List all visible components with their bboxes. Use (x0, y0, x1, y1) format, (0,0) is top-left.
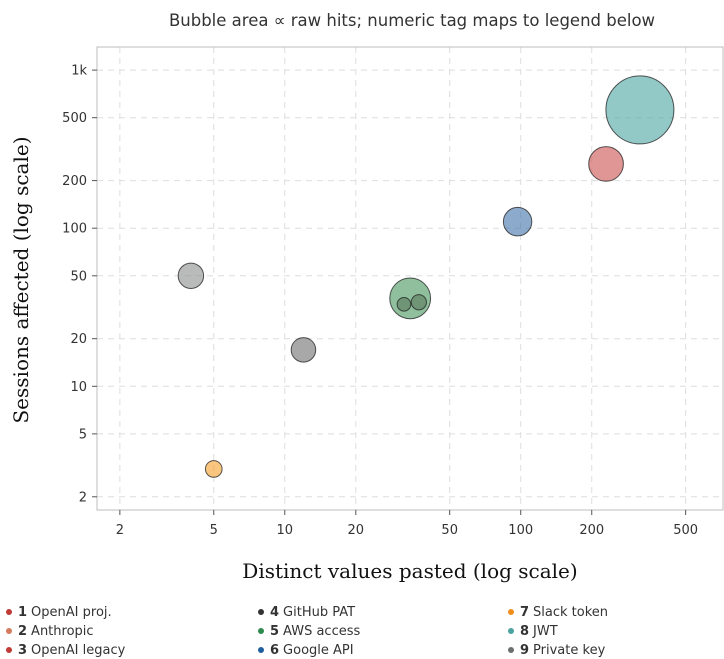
y-tick-label: 10 (70, 380, 87, 395)
x-tick-label: 50 (441, 523, 458, 538)
plot-frame (96, 46, 724, 511)
legend-item: 5 AWS access (258, 624, 360, 640)
x-tick-label: 2 (116, 523, 124, 538)
legend-tag: 1 (18, 605, 28, 620)
legend-item: 2 Anthropic (6, 624, 94, 640)
bubble (290, 337, 317, 363)
y-axis: 2 5 10 20 50 100 200 500 1k (62, 64, 97, 505)
legend-item: 4 GitHub PAT (258, 605, 355, 621)
bubble (204, 460, 223, 478)
y-tick-label: 500 (62, 111, 87, 126)
y-axis-label: Sessions affected (log scale) (9, 136, 33, 423)
legend-tag: 3 (18, 643, 28, 658)
legend-dot (508, 628, 514, 634)
legend-item: 1 OpenAI proj. (6, 605, 112, 621)
legend-label: Private key (533, 643, 606, 658)
legend-tag: 9 (520, 643, 530, 658)
legend-label: Google API (283, 643, 354, 658)
x-tick-label: 10 (277, 523, 294, 538)
legend-dot (6, 628, 12, 634)
legend-label: GitHub PAT (283, 605, 356, 620)
legend-dot (258, 609, 264, 615)
chart-title: Bubble area ∝ raw hits; numeric tag maps… (169, 11, 655, 30)
legend-dot (258, 628, 264, 634)
legend-label: JWT (533, 624, 558, 639)
bubble (502, 206, 533, 237)
legend-item: 3 OpenAI legacy (6, 643, 125, 659)
x-tick-label: 100 (508, 523, 533, 538)
legend-tag: 4 (270, 605, 280, 620)
legend-label: OpenAI legacy (31, 643, 126, 658)
bubble (177, 262, 205, 290)
x-axis: 2 5 10 20 50 100 200 500 (116, 510, 698, 538)
bubble (605, 75, 675, 145)
legend-label: Slack token (533, 605, 609, 620)
legend-tag: 5 (270, 624, 280, 639)
bubble (410, 294, 427, 311)
y-tick-label: 1k (71, 64, 87, 79)
y-tick-label: 100 (62, 222, 87, 237)
grid (97, 47, 723, 510)
legend-dot (6, 647, 12, 653)
legend-dot (508, 647, 514, 653)
legend-item: 9 Private key (508, 643, 605, 659)
bubble-chart: Bubble area ∝ raw hits; numeric tag maps… (9, 11, 724, 583)
legend-item: 6 Google API (258, 643, 354, 659)
legend-label: Anthropic (31, 624, 94, 639)
legend-label: AWS access (283, 624, 361, 639)
x-axis-label: Distinct values pasted (log scale) (242, 559, 577, 583)
bubbles (177, 75, 675, 478)
legend-dot (508, 609, 514, 615)
y-tick-label: 5 (79, 427, 87, 442)
legend-dot (6, 609, 12, 615)
y-tick-label: 50 (70, 269, 87, 284)
legend-item: 8 JWT (508, 624, 558, 640)
legend-tag: 8 (520, 624, 530, 639)
bubble (588, 146, 624, 182)
bubble (396, 297, 412, 312)
legend-item: 7 Slack token (508, 605, 608, 621)
legend-label: OpenAI proj. (31, 605, 112, 620)
legend-tag: 2 (18, 624, 28, 639)
y-tick-label: 20 (70, 332, 87, 347)
x-tick-label: 20 (348, 523, 365, 538)
x-tick-label: 500 (673, 523, 698, 538)
legend-tag: 7 (520, 605, 530, 620)
x-tick-label: 5 (210, 523, 218, 538)
y-tick-label: 200 (62, 174, 87, 189)
legend-tag: 6 (270, 643, 280, 658)
legend-dot (258, 647, 264, 653)
x-tick-label: 200 (579, 523, 604, 538)
y-tick-label: 2 (79, 490, 87, 505)
legend: 1 OpenAI proj. 2 Anthropic 3 OpenAI legacy 4 Gi… (0, 603, 724, 659)
